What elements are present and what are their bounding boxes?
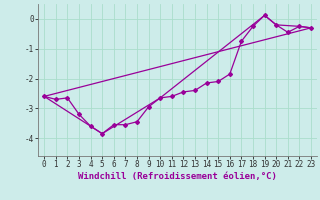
X-axis label: Windchill (Refroidissement éolien,°C): Windchill (Refroidissement éolien,°C) [78, 172, 277, 181]
